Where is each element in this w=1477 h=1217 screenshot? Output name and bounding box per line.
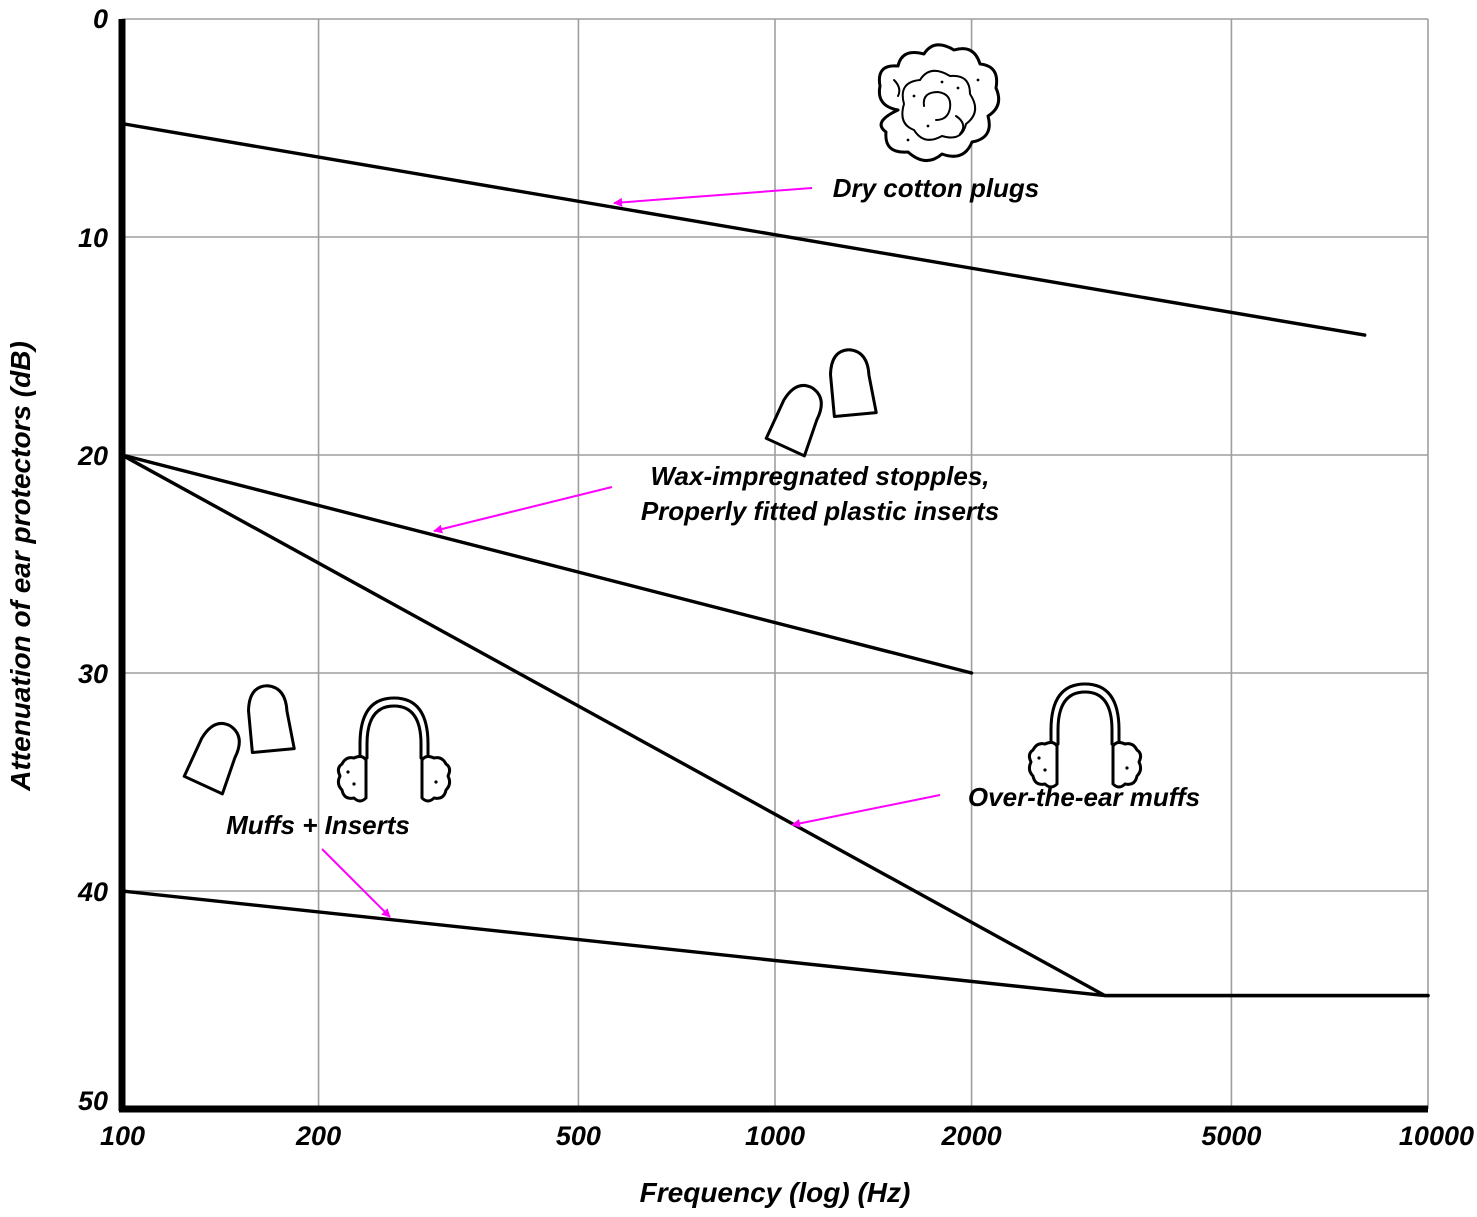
axes: [118, 19, 1428, 1113]
series-lines: [120, 121, 1430, 998]
annotation-wax-line2: Properly fitted plastic inserts: [641, 496, 999, 526]
arrow-over-ear-muffs: [791, 794, 941, 828]
x-tick-label-1000: 1000: [745, 1121, 805, 1151]
y-tick-label-50: 50: [78, 1086, 108, 1116]
x-tick-label-10000: 10000: [1399, 1121, 1474, 1151]
annotation-over-ear-muffs: Over-the-ear muffs: [968, 782, 1200, 812]
arrow-wax-stopples: [433, 486, 613, 534]
series-line-2: [120, 453, 974, 675]
earmuffs-icon: [1027, 682, 1143, 789]
y-tick-label-40: 40: [77, 877, 108, 907]
annotation-dry-cotton: Dry cotton plugs: [833, 173, 1040, 203]
arrow-dry-cotton: [613, 187, 813, 207]
y-tick-label-0: 0: [93, 4, 108, 34]
y-tick-label-10: 10: [78, 223, 108, 253]
arrow-muffs-inserts: [321, 848, 391, 918]
tick-labels: 100 200 500 1000 2000 5000 10000 0 10 20 30 40 50: [77, 4, 1474, 1151]
earplugs-icon: [763, 345, 878, 458]
series-line-4: [120, 889, 1430, 998]
x-tick-label-2000: 2000: [941, 1121, 1002, 1151]
y-tick-label-20: 20: [77, 441, 108, 471]
y-tick-label-30: 30: [78, 659, 108, 689]
annotation-muffs-inserts: Muffs + Inserts: [226, 810, 410, 840]
y-axis-label: Attenuation of ear protectors (dB): [5, 341, 36, 792]
x-tick-label-500: 500: [556, 1121, 601, 1151]
series-line-1: [120, 121, 1367, 337]
x-tick-label-5000: 5000: [1201, 1121, 1261, 1151]
x-axis-label: Frequency (log) (Hz): [640, 1177, 911, 1208]
combo-earplugs-icon: [181, 681, 296, 796]
cotton-ball-icon: [877, 43, 1001, 162]
combo-earmuffs-icon: [336, 696, 452, 803]
annotation-wax-line1: Wax-impregnated stopples,: [650, 461, 989, 491]
x-tick-label-200: 200: [295, 1121, 341, 1151]
x-tick-label-100: 100: [100, 1121, 145, 1151]
